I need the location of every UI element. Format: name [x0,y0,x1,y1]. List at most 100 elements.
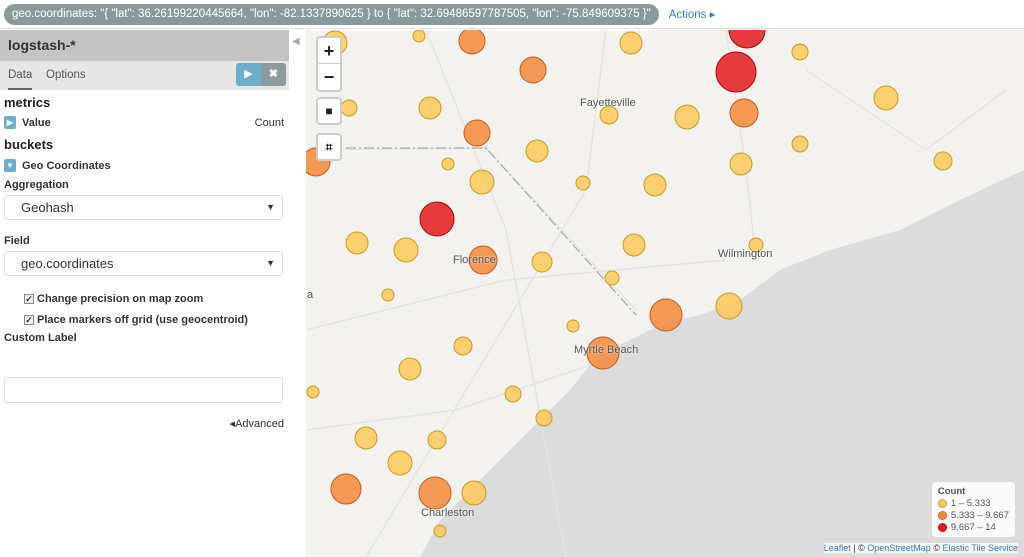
zoom-in-button[interactable]: + [318,38,340,64]
metric-label: Value [22,116,51,129]
geohash-marker[interactable] [531,251,553,273]
sidebar-tabs: Data Options ▶ ✖ [0,61,289,90]
geohash-marker[interactable] [427,430,447,450]
collapse-sidebar-icon[interactable]: ◀ [292,36,300,47]
legend-swatch-icon [937,511,947,520]
geohash-marker[interactable] [604,270,620,286]
custom-label-input[interactable] [4,377,283,403]
geocentroid-checkbox-row[interactable]: ✓ Place markers off grid (use geocentroid… [24,314,248,326]
geohash-marker[interactable] [933,151,953,171]
geohash-marker[interactable] [306,385,320,399]
geohash-marker[interactable] [419,201,455,237]
label-edge: a [307,289,314,301]
chevron-right-icon[interactable]: ▶ [4,116,16,129]
geohash-marker[interactable] [649,298,683,332]
buckets-heading: buckets [4,137,54,152]
geohash-marker[interactable] [393,237,419,263]
legend-label: 1 – 5.333 [950,498,991,509]
field-label: Field [4,235,30,247]
sidebar: logstash-* Data Options ▶ ✖ metrics ▶ Val… [0,30,289,557]
geohash-marker[interactable] [453,336,473,356]
map-canvas [306,30,1024,557]
geohash-marker[interactable] [469,169,495,195]
geohash-marker[interactable] [622,233,646,257]
custom-label-label: Custom Label [4,332,77,344]
geohash-marker[interactable] [340,99,358,117]
bucket-geo-row[interactable]: ▼ Geo Coordinates [4,159,111,172]
geohash-marker[interactable] [715,292,743,320]
aggregation-value: Geohash [21,200,74,215]
draw-rectangle-button[interactable]: ■ [316,97,342,125]
geohash-marker[interactable] [345,231,369,255]
attr-sep: | © [850,543,868,553]
label-myrtle-beach: Myrtle Beach [574,344,639,356]
metric-value-row[interactable]: ▶ Value Count [4,116,284,129]
legend-item: 1 – 5.333 [937,498,1009,509]
tab-data[interactable]: Data [8,69,33,90]
label-charleston: Charleston [421,507,475,519]
legend-item: 5.333 – 9.667 [937,510,1009,521]
osm-link[interactable]: OpenStreetMap [867,543,931,553]
crop-icon: ⌗ [325,140,333,154]
filter-bar: geo.coordinates: "{ "lat": 36.2619922044… [0,0,1024,29]
markers [306,30,953,538]
geohash-marker[interactable] [412,30,426,43]
geohash-marker[interactable] [748,237,764,253]
zoom-out-button[interactable]: − [323,67,335,87]
geohash-marker[interactable] [387,450,413,476]
attribution: Leaflet | © OpenStreetMap © Elastic Tile… [823,543,1018,553]
advanced-link[interactable]: ◂Advanced [229,418,284,430]
aggregation-select[interactable]: Geohash ▼ [4,195,283,220]
geohash-marker[interactable] [873,85,899,111]
geohash-marker[interactable] [586,336,620,370]
filter-pill[interactable]: geo.coordinates: "{ "lat": 36.2619922044… [4,3,659,25]
attr-sep: © [930,543,943,553]
geohash-marker[interactable] [441,157,455,171]
geohash-marker[interactable] [458,30,486,55]
geohash-marker[interactable] [418,96,442,120]
geohash-marker[interactable] [728,30,766,49]
geohash-marker[interactable] [463,119,491,147]
map-legend: Count 1 – 5.333 5.333 – 9.667 9.667 – 14 [931,482,1015,537]
geohash-marker[interactable] [461,480,487,506]
precision-checkbox-row[interactable]: ✓ Change precision on map zoom [24,293,203,305]
geohash-marker[interactable] [791,43,809,61]
geohash-marker[interactable] [791,135,809,153]
geohash-marker[interactable] [619,31,643,55]
metric-type: Count [254,116,284,129]
geohash-marker[interactable] [381,288,395,302]
bucket-label: Geo Coordinates [22,159,111,172]
geohash-marker[interactable] [519,56,547,84]
geohash-marker[interactable] [643,173,667,197]
geohash-marker[interactable] [715,51,757,93]
checkbox-checked-icon[interactable]: ✓ [24,315,34,325]
ets-link[interactable]: Elastic Tile Service [942,543,1018,553]
precision-label: Change precision on map zoom [37,293,204,305]
tab-options[interactable]: Options [46,69,86,81]
actions-link[interactable]: Actions ▸ [668,9,716,21]
geohash-marker[interactable] [418,476,452,510]
geohash-marker[interactable] [599,105,619,125]
geohash-marker[interactable] [566,319,580,333]
fit-bounds-button[interactable]: ⌗ [316,133,342,161]
discard-button[interactable]: ✖ [261,63,286,86]
geohash-marker[interactable] [525,139,549,163]
field-select[interactable]: geo.coordinates ▼ [4,251,283,276]
ocean [420,170,1024,557]
geohash-marker[interactable] [535,409,553,427]
geohash-marker[interactable] [729,98,759,128]
geohash-marker[interactable] [575,175,591,191]
geohash-marker[interactable] [433,524,447,538]
checkbox-checked-icon[interactable]: ✓ [24,294,34,304]
geohash-marker[interactable] [468,245,498,275]
geohash-marker[interactable] [398,357,422,381]
chevron-down-icon[interactable]: ▼ [4,159,16,172]
geohash-marker[interactable] [729,152,753,176]
apply-button[interactable]: ▶ [236,63,261,86]
geohash-marker[interactable] [354,426,378,450]
leaflet-link[interactable]: Leaflet [823,543,851,553]
geohash-marker[interactable] [674,104,700,130]
map[interactable] [306,30,1024,557]
geohash-marker[interactable] [504,385,522,403]
geohash-marker[interactable] [330,473,362,505]
